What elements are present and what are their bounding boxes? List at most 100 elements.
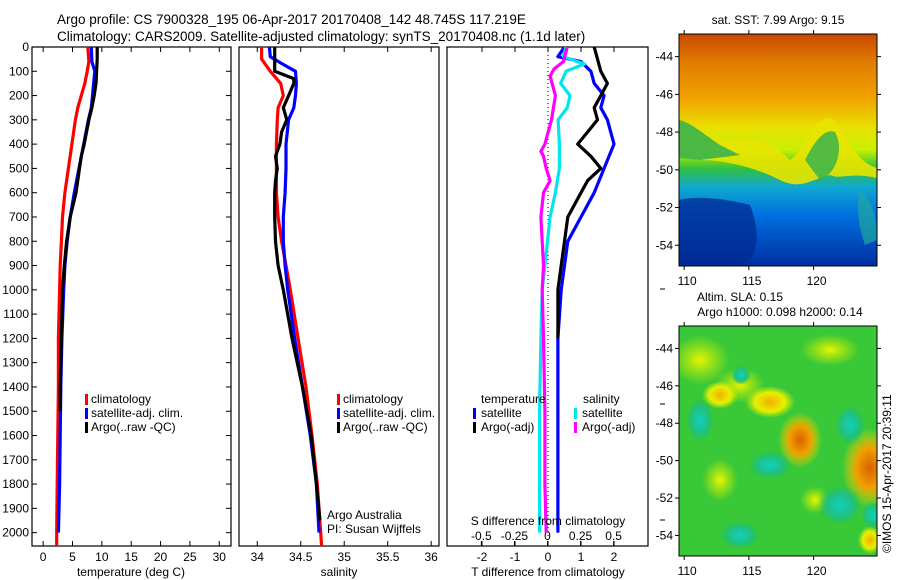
legend-label-climatology: climatology [91, 392, 151, 406]
y-tick-label: 1100 [3, 307, 29, 321]
map-y-tick-label: -46 [656, 379, 674, 393]
y-tick-label: 300 [9, 113, 29, 127]
map-y-tick-label: -52 [656, 491, 674, 505]
header-line-2: Climatology: CARS2009. Satellite-adjuste… [57, 29, 586, 44]
y-tick-label: 1800 [2, 477, 29, 491]
legend-label-t-satellite: satellite [481, 406, 522, 420]
sla-map-title-1: Altim. SLA: 0.15 [697, 290, 783, 304]
legend-label-argo: Argo(..raw -QC) [343, 420, 428, 434]
y-tick-label: 1000 [2, 283, 29, 297]
map-y-tick-label: -50 [656, 163, 674, 177]
y-tick-label: 2000 [2, 526, 29, 540]
x-tick-label: 1 [578, 550, 585, 564]
map-y-tick-label: -50 [656, 454, 674, 468]
x-tick-label: 15 [125, 550, 139, 564]
legend-label-satellite-adj: satellite-adj. clim. [91, 406, 183, 420]
series-line-climatology [55, 47, 91, 546]
map-y-tick-label: -52 [656, 201, 674, 215]
y-tick-label: 1200 [2, 331, 29, 345]
y-tick-label: 1300 [2, 356, 29, 370]
map-x-tick-label: 120 [807, 564, 827, 578]
y-tick-label: 100 [9, 64, 29, 78]
legend-title-salinity: salinity [583, 392, 620, 406]
salinity-xlabel: salinity [321, 565, 358, 579]
y-tick-label: 600 [9, 186, 29, 200]
annotation-argo-australia: Argo Australia [327, 508, 402, 522]
s-tick-label: -0.5 [471, 529, 492, 543]
map-y-tick-label: -46 [656, 87, 674, 101]
sst-map-title: sat. SST: 7.99 Argo: 9.15 [712, 13, 845, 27]
sst-map-frame [678, 33, 878, 267]
s-tick-label: 0 [544, 529, 551, 543]
x-tick-label: 36 [424, 550, 438, 564]
difference-x2label: S difference from climatology [471, 514, 626, 528]
temperature-xlabel: temperature (deg C) [77, 565, 185, 579]
legend-label-s-satellite: satellite [582, 406, 623, 420]
temperature-legend: climatology satellite-adj. clim. Argo(..… [85, 392, 183, 434]
difference-legend: temperature salinity satellite Argo(-adj… [473, 392, 635, 434]
x-tick-label: -1 [510, 550, 521, 564]
legend-swatch-t-argo [473, 422, 476, 433]
legend-swatch-argo [337, 422, 340, 433]
map-y-tick-label: -44 [656, 341, 674, 355]
x-tick-label: 30 [213, 550, 227, 564]
map-x-tick-label: 110 [678, 274, 697, 288]
legend-label-climatology: climatology [343, 392, 403, 406]
x-tick-label: 35 [338, 550, 352, 564]
x-tick-label: 34 [251, 550, 265, 564]
legend-title-temperature: temperature [481, 392, 546, 406]
difference-xlabel: T difference from climatology [471, 565, 625, 579]
y-tick-label: 400 [9, 137, 29, 151]
y-tick-label: 1600 [2, 429, 29, 443]
y-tick-label: 500 [9, 161, 29, 175]
x-tick-label: 35.5 [376, 550, 400, 564]
imos-credit: ©IMOS 15-Apr-2017 20:39:11 [880, 394, 894, 553]
legend-label-s-argo: Argo(-adj) [582, 420, 635, 434]
salinity-panel-frame [238, 46, 440, 547]
y-tick-label: 1900 [2, 501, 29, 515]
sla-map-title-2: Argo h1000: 0.098 h2000: 0.14 [697, 305, 863, 319]
annotation-pi: PI: Susan Wijffels [327, 522, 421, 536]
legend-swatch-t-satellite [473, 408, 476, 419]
series-line-salinity-argo-adj- [539, 47, 569, 533]
x-tick-label: -2 [477, 550, 488, 564]
legend-label-satellite-adj: satellite-adj. clim. [343, 406, 435, 420]
legend-swatch-s-argo [574, 422, 577, 433]
sla-map-frame [678, 325, 878, 557]
s-tick-label: -0.25 [501, 529, 529, 543]
map-x-tick-label: 115 [742, 274, 761, 288]
series-line-argo-raw-qc- [273, 47, 322, 521]
legend-label-argo: Argo(..raw -QC) [91, 420, 176, 434]
header-line-1: Argo profile: CS 7900328_195 06-Apr-2017… [57, 12, 526, 27]
map-y-tick-label: -54 [656, 238, 674, 252]
map-x-tick-label: 115 [742, 564, 761, 578]
map-x-tick-label: 110 [678, 564, 697, 578]
y-tick-label: 1700 [2, 453, 29, 467]
y-tick-label: 200 [9, 89, 29, 103]
s-tick-label: 0.5 [605, 529, 622, 543]
x-tick-label: 0 [545, 550, 552, 564]
x-tick-label: 20 [154, 550, 168, 564]
x-tick-label: 34.5 [289, 550, 313, 564]
x-tick-label: 25 [183, 550, 197, 564]
y-tick-label: 1500 [2, 404, 29, 418]
series-line-climatology [260, 47, 324, 546]
sla-map-image [679, 326, 877, 556]
legend-swatch-s-satellite [574, 408, 577, 419]
s-tick-label: 0.25 [569, 529, 593, 543]
y-tick-label: 800 [9, 234, 29, 248]
y-tick-label: 900 [9, 259, 29, 273]
legend-swatch-satellite-adj [337, 408, 340, 419]
legend-swatch-climatology [337, 394, 340, 405]
map-y-tick-label: -54 [656, 528, 674, 542]
series-line-temperature-argo-adj- [556, 47, 609, 339]
y-tick-label: 0 [22, 40, 29, 54]
y-tick-label: 1400 [2, 380, 29, 394]
series-line-argo-raw-qc- [58, 47, 99, 412]
legend-swatch-argo [85, 422, 88, 433]
x-tick-label: 5 [69, 550, 76, 564]
x-tick-label: 0 [40, 550, 47, 564]
salinity-legend: climatology satellite-adj. clim. Argo(..… [337, 392, 435, 434]
map-y-tick-label: -48 [656, 416, 674, 430]
